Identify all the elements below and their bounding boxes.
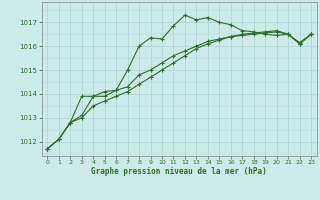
X-axis label: Graphe pression niveau de la mer (hPa): Graphe pression niveau de la mer (hPa) (91, 167, 267, 176)
